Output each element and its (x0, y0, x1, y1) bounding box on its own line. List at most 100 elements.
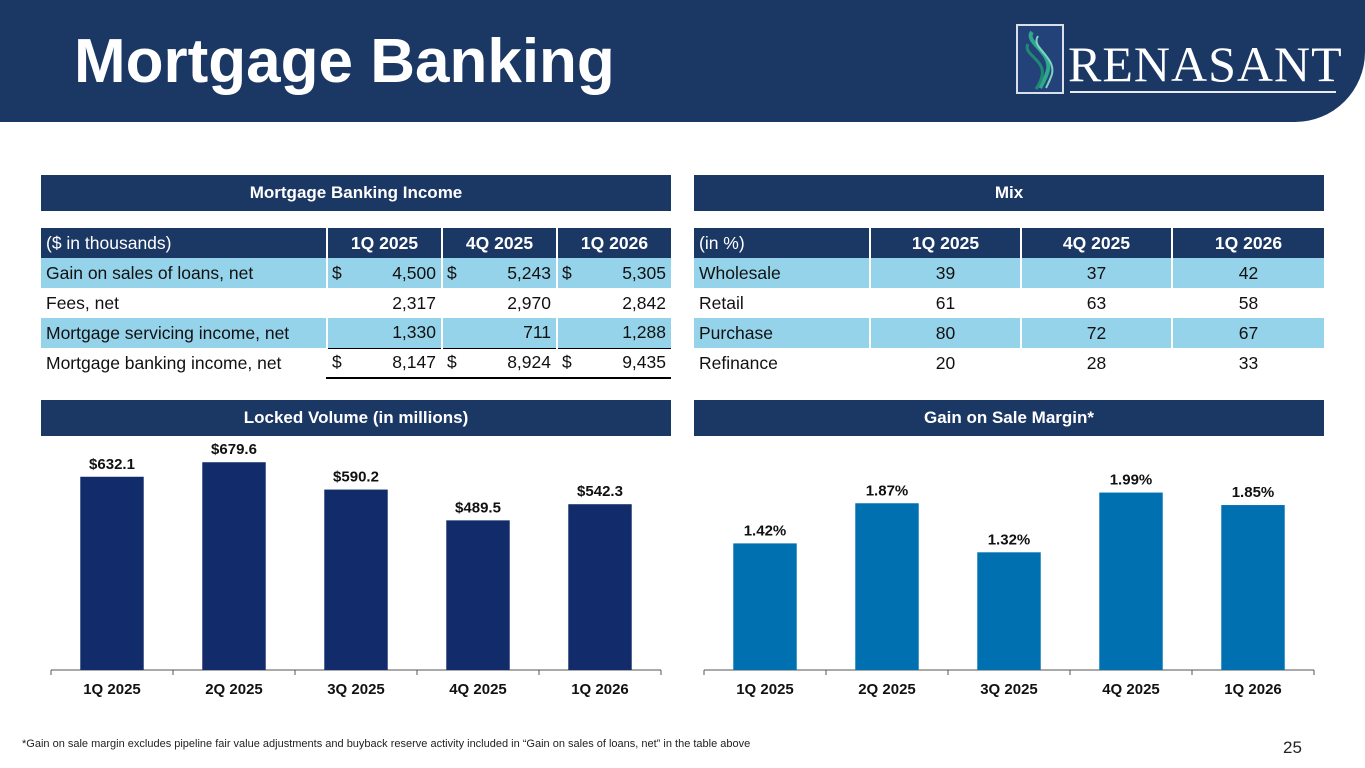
data-label: $590.2 (333, 469, 379, 486)
currency-symbol: $ (332, 262, 342, 283)
income-value: 2,842 (622, 292, 666, 313)
x-tick-label: 1Q 2026 (571, 681, 629, 698)
bar (568, 504, 632, 670)
income-col-header: 4Q 2025 (441, 228, 557, 258)
income-row-label: Mortgage banking income, net (46, 352, 282, 373)
income-value: 1,330 (392, 322, 436, 343)
income-value: 1,288 (622, 322, 666, 343)
income-section-header: Mortgage Banking Income (41, 175, 671, 211)
x-tick-label: 4Q 2025 (1102, 681, 1160, 698)
income-row-label: Fees, net (46, 292, 119, 313)
bar (733, 543, 797, 670)
income-cell: $8,147 (326, 348, 442, 379)
logo-text: RENASANT (1068, 36, 1343, 92)
data-label: 1.87% (866, 482, 909, 499)
income-unit-label: ($ in thousands) (41, 228, 327, 258)
income-table: ($ in thousands) 1Q 2025 4Q 2025 1Q 2026… (41, 228, 671, 379)
locked-volume-header: Locked Volume (in millions) (41, 400, 671, 436)
income-col-header: 1Q 2026 (556, 228, 671, 258)
mix-row-label: Refinance (699, 352, 778, 373)
income-table-row: Gain on sales of loans, net $4,500 $5,243 $… (41, 258, 671, 288)
locked-volume-chart: $632.1 1Q 2025 $679.6 2Q 2025 $590.2 3Q 2025 $… (50, 441, 662, 698)
income-cell: $5,305 (556, 258, 671, 288)
bar (324, 489, 388, 670)
income-cell: $4,500 (326, 258, 442, 288)
mix-row-label: Retail (699, 292, 744, 313)
mix-row-label: Purchase (694, 318, 870, 348)
data-label: $679.6 (211, 441, 257, 458)
income-value: 5,305 (622, 262, 666, 283)
mix-value: 72 (1020, 318, 1172, 348)
income-cell: 2,317 (326, 288, 442, 318)
income-value: 2,317 (392, 292, 436, 313)
income-value: 4,500 (392, 262, 436, 283)
bar (202, 462, 266, 670)
data-label: 1.85% (1232, 484, 1275, 501)
income-value: 8,147 (392, 352, 436, 373)
gain-on-sale-header: Gain on Sale Margin* (694, 400, 1324, 436)
data-label: 1.32% (988, 531, 1031, 548)
x-tick-label: 1Q 2025 (83, 681, 141, 698)
mix-table-row: Refinance 20 28 33 (694, 348, 1324, 378)
x-tick-label: 2Q 2025 (858, 681, 916, 698)
mix-row-label: Wholesale (694, 258, 870, 288)
mix-value: 42 (1171, 258, 1324, 288)
page-number: 25 (1283, 738, 1302, 757)
income-cell: $8,924 (441, 348, 557, 379)
mix-col-header: 1Q 2025 (869, 228, 1021, 258)
bar (80, 476, 144, 670)
income-cell: $9,435 (556, 348, 671, 379)
mix-section-header: Mix (694, 175, 1324, 211)
mix-table-row: Retail 61 63 58 (694, 288, 1324, 318)
mix-value: 80 (869, 318, 1021, 348)
page-title: Mortgage Banking (74, 27, 615, 96)
income-table-row: Mortgage servicing income, net 1,330 711 1,… (41, 318, 671, 349)
mix-value: 63 (1020, 288, 1172, 318)
x-tick-label: 3Q 2025 (980, 681, 1038, 698)
footnote: *Gain on sale margin excludes pipeline f… (22, 738, 751, 750)
mix-table-row: Purchase 80 72 67 (694, 318, 1324, 348)
currency-symbol: $ (447, 352, 457, 373)
income-cell: $5,243 (441, 258, 557, 288)
x-tick-label: 3Q 2025 (327, 681, 385, 698)
bar (855, 503, 919, 670)
mix-col-header: 4Q 2025 (1020, 228, 1172, 258)
mix-unit-label: (in %) (694, 228, 870, 258)
mix-value: 33 (1171, 348, 1324, 378)
income-row-label: Mortgage servicing income, net (41, 318, 327, 348)
income-value: 8,924 (507, 352, 551, 373)
income-cell: 2,842 (556, 288, 671, 318)
bar (446, 520, 510, 670)
bar (977, 552, 1041, 670)
renasant-logo: RENASANT (1016, 24, 1342, 96)
bar (1221, 505, 1285, 670)
mix-value: 39 (869, 258, 1021, 288)
income-value: 2,970 (507, 292, 551, 313)
income-cell: 711 (441, 318, 557, 349)
mix-value: 20 (869, 348, 1021, 378)
mix-table-header: (in %) 1Q 2025 4Q 2025 1Q 2026 (694, 228, 1324, 258)
currency-symbol: $ (562, 262, 572, 283)
data-label: $632.1 (89, 456, 135, 473)
header-banner: Mortgage Banking RENASANT (0, 0, 1365, 122)
mix-value: 58 (1171, 288, 1324, 318)
income-row-label: Gain on sales of loans, net (41, 258, 327, 288)
mix-value: 61 (869, 288, 1021, 318)
mix-table: (in %) 1Q 2025 4Q 2025 1Q 2026 Wholesale… (694, 228, 1324, 378)
gain-on-sale-chart: 1.42% 1Q 2025 1.87% 2Q 2025 1.32% 3Q 2025 1.99… (703, 472, 1315, 698)
x-tick-label: 1Q 2026 (1224, 681, 1282, 698)
income-cell: 2,970 (441, 288, 557, 318)
x-tick-label: 4Q 2025 (449, 681, 507, 698)
currency-symbol: $ (562, 352, 572, 373)
income-cell: 1,288 (556, 318, 671, 349)
data-label: $542.3 (577, 483, 623, 500)
income-table-row: Fees, net 2,317 2,970 2,842 (41, 288, 671, 318)
logo-swoosh-icon (1016, 24, 1064, 94)
data-label: 1.42% (744, 522, 787, 539)
income-table-header: ($ in thousands) 1Q 2025 4Q 2025 1Q 2026 (41, 228, 671, 258)
income-value: 5,243 (507, 262, 551, 283)
mix-table-row: Wholesale 39 37 42 (694, 258, 1324, 288)
income-col-header: 1Q 2025 (326, 228, 442, 258)
income-value: 711 (523, 322, 551, 343)
mix-value: 67 (1171, 318, 1324, 348)
